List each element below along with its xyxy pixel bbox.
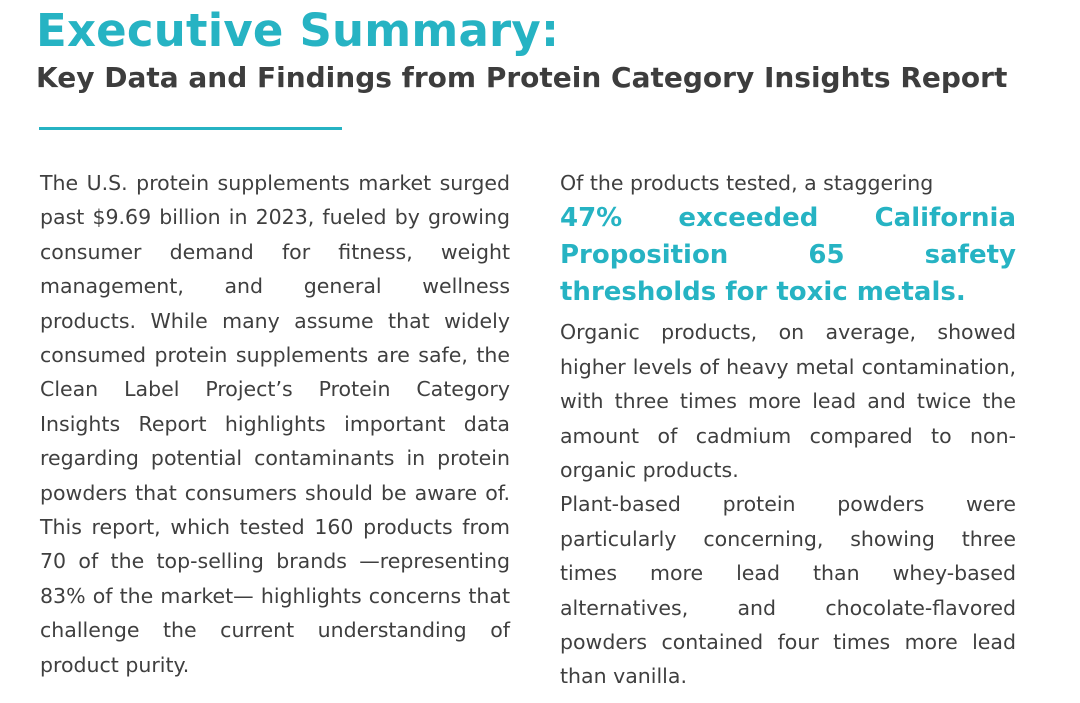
accent-divider [39,127,342,130]
findings-intro-text: Of the products tested, a staggering [560,171,934,195]
organic-finding-paragraph: Organic products, on average, showed hig… [560,320,1016,483]
market-overview-paragraph: The U.S. protein supplements market surg… [40,171,510,677]
key-finding-highlight: 47% exceeded California Proposition 65 s… [560,203,1016,308]
plant-based-finding-paragraph: Plant-based protein powders were particu… [560,492,1016,689]
findings-column: Of the products tested, a staggering 47%… [560,166,1016,694]
page-subtitle: Key Data and Findings from Protein Categ… [36,61,1008,94]
page-title: Executive Summary: [36,4,560,57]
